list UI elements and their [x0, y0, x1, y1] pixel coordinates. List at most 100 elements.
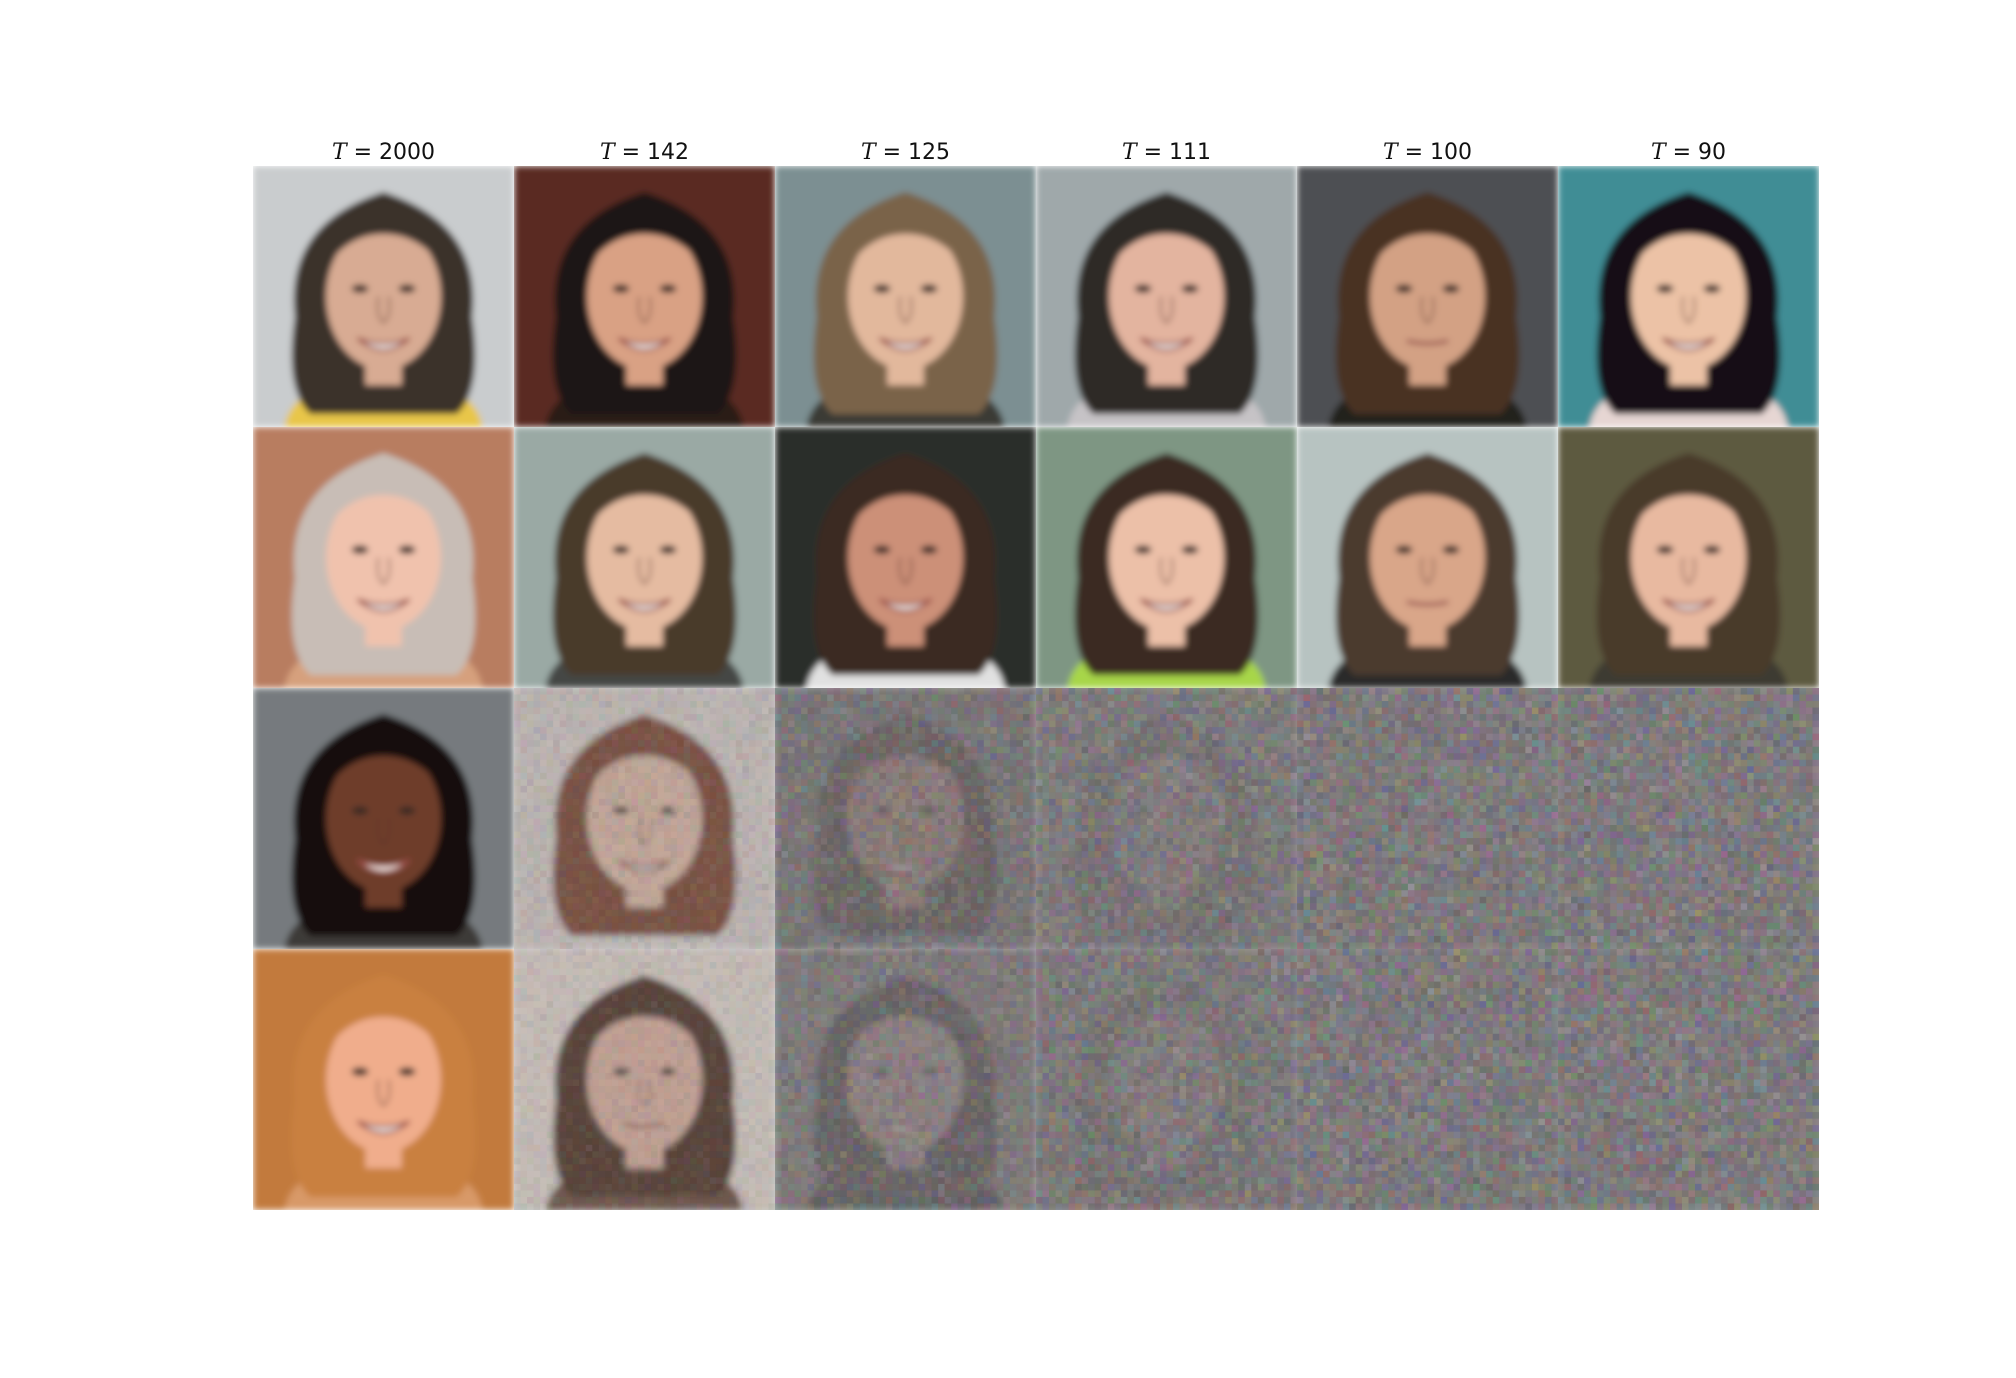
right-eye	[659, 1067, 677, 1076]
face	[1370, 223, 1485, 370]
left-eye	[612, 545, 630, 554]
column-header-4: T = 100	[1297, 140, 1558, 166]
hair-fringe	[584, 990, 708, 1054]
nose	[1420, 557, 1435, 586]
hair-fringe	[845, 207, 969, 271]
face	[1109, 223, 1224, 370]
noise-overlay	[1558, 949, 1819, 1210]
noise-overlay	[514, 688, 775, 949]
column-header-variable: T	[1382, 140, 1398, 165]
nose	[898, 557, 913, 586]
left-eye	[1656, 545, 1674, 554]
face-sample-image	[775, 427, 1036, 688]
column-header-value: = 111	[1136, 140, 1212, 165]
right-eye	[659, 284, 677, 293]
column-headers: T = 2000 T = 142 T = 125 T = 111 T = 100…	[253, 140, 1819, 166]
nose	[637, 1079, 652, 1108]
nose	[898, 296, 913, 325]
nose	[637, 818, 652, 847]
nose	[637, 296, 652, 325]
right-eye	[659, 545, 677, 554]
face	[587, 745, 702, 892]
nose	[1681, 557, 1696, 586]
hair-fringe	[1628, 468, 1752, 532]
right-eye	[1181, 284, 1199, 293]
mouth	[1406, 600, 1449, 607]
face-sample-image	[253, 688, 514, 949]
face-sample-image	[253, 166, 514, 427]
column-header-value: = 142	[614, 140, 690, 165]
column-header-variable: T	[331, 140, 347, 165]
noise-overlay	[775, 949, 1036, 1210]
face-sample-image	[775, 949, 1036, 1210]
nose	[637, 557, 652, 586]
column-header-variable: T	[599, 140, 615, 165]
face	[326, 223, 441, 370]
smile-mouth	[878, 337, 933, 352]
hair-fringe	[323, 468, 447, 532]
smile-mouth	[1139, 598, 1194, 613]
face-sample-image	[1297, 949, 1558, 1210]
left-eye	[873, 545, 891, 554]
noise-overlay	[1297, 949, 1558, 1210]
right-eye	[398, 545, 416, 554]
hair-fringe	[323, 207, 447, 271]
face-sample-image	[1036, 949, 1297, 1210]
face	[1109, 484, 1224, 631]
face-sample-image	[253, 949, 514, 1210]
column-header-variable: T	[860, 140, 876, 165]
face-sample-image	[514, 688, 775, 949]
nose	[376, 557, 391, 586]
face	[326, 1006, 441, 1153]
column-header-2: T = 125	[775, 140, 1036, 166]
mouth	[1406, 339, 1449, 346]
hair-fringe	[1367, 468, 1491, 532]
nose	[376, 1079, 391, 1108]
smile-mouth	[356, 1120, 411, 1135]
face-sample-image	[1036, 688, 1297, 949]
left-eye	[612, 284, 630, 293]
noise-overlay	[1036, 688, 1297, 949]
smile-mouth	[1661, 337, 1716, 352]
nose	[376, 296, 391, 325]
right-eye	[398, 1067, 416, 1076]
noise-overlay	[1558, 688, 1819, 949]
noise-overlay	[514, 949, 775, 1210]
face-sample-image	[775, 166, 1036, 427]
nose	[1420, 296, 1435, 325]
face-sample-image	[1558, 688, 1819, 949]
face-sample-image	[1558, 949, 1819, 1210]
hair-fringe	[1106, 207, 1230, 271]
right-eye	[920, 545, 938, 554]
face-sample-image	[1297, 166, 1558, 427]
face-sample-image	[253, 427, 514, 688]
face-sample-image	[1036, 427, 1297, 688]
smile-mouth	[356, 598, 411, 613]
face	[848, 484, 963, 631]
face-sample-image	[1297, 427, 1558, 688]
left-eye	[1656, 284, 1674, 293]
hair-fringe	[323, 990, 447, 1054]
smile-mouth	[617, 337, 672, 352]
mouth	[623, 1122, 666, 1129]
left-eye	[351, 284, 369, 293]
column-header-value: = 100	[1397, 140, 1473, 165]
column-header-variable: T	[1121, 140, 1137, 165]
smile-mouth	[356, 337, 411, 352]
column-header-value: = 90	[1665, 140, 1727, 165]
smile-mouth	[1661, 598, 1716, 613]
left-eye	[1134, 284, 1152, 293]
smile-mouth	[617, 598, 672, 613]
hair-fringe	[584, 729, 708, 793]
right-eye	[1703, 545, 1721, 554]
face-sample-image	[514, 166, 775, 427]
column-header-5: T = 90	[1558, 140, 1819, 166]
hair-fringe	[1367, 207, 1491, 271]
left-eye	[351, 806, 369, 815]
face	[1370, 484, 1485, 631]
column-header-value: = 2000	[346, 140, 436, 165]
hair-fringe	[1106, 468, 1230, 532]
left-eye	[351, 545, 369, 554]
face-sample-image	[1558, 427, 1819, 688]
right-eye	[920, 284, 938, 293]
